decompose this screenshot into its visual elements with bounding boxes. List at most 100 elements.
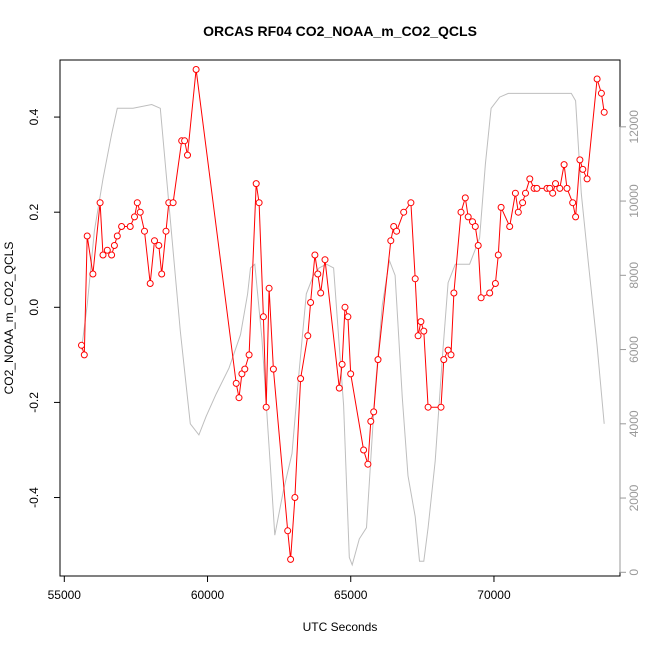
data-point — [556, 184, 564, 192]
y-axis: -0.4 -0.2 0.0 0.2 0.4 — [27, 108, 61, 508]
data-point — [450, 289, 458, 297]
data-point — [304, 332, 312, 340]
data-point — [113, 232, 121, 240]
data-point — [477, 294, 485, 302]
data-point — [417, 318, 425, 326]
x-tick-label: 55000 — [48, 588, 82, 602]
data-point — [284, 527, 292, 535]
data-point — [494, 251, 502, 259]
data-point — [506, 223, 514, 230]
data-point — [269, 365, 277, 373]
data-point — [563, 184, 571, 192]
data-point — [486, 289, 494, 297]
x-tick-label: 70000 — [477, 588, 511, 602]
data-point — [126, 223, 134, 230]
x-tick-label: 65000 — [334, 588, 368, 602]
data-point — [155, 242, 163, 249]
data-point — [78, 341, 85, 349]
data-point — [162, 227, 170, 235]
data-point — [291, 494, 299, 501]
x-axis: 55000 60000 65000 70000 — [48, 575, 511, 602]
data-point — [597, 89, 605, 97]
altitude-line — [81, 92, 605, 567]
data-point — [600, 108, 608, 116]
x-tick-label: 60000 — [191, 588, 225, 602]
data-point — [560, 161, 568, 169]
data-point — [89, 270, 97, 278]
data-point — [158, 270, 166, 278]
data-point — [583, 175, 591, 183]
data-point — [552, 180, 559, 188]
data-point — [321, 256, 329, 264]
data-point — [245, 351, 253, 359]
data-point — [146, 280, 154, 287]
data-point — [424, 403, 432, 411]
data-point — [497, 203, 505, 211]
data-point — [579, 165, 587, 173]
data-point — [335, 384, 343, 392]
y-tick-label: -0.4 — [27, 487, 41, 508]
data-point — [522, 189, 529, 197]
data-point — [141, 227, 148, 235]
data-point — [103, 246, 111, 254]
data-point — [511, 189, 519, 197]
data-point — [364, 460, 372, 468]
right-y-tick-label: 4000 — [627, 410, 641, 437]
data-point — [341, 303, 349, 311]
right-y-tick-label: 2000 — [627, 484, 641, 511]
data-point — [360, 446, 368, 454]
data-point — [265, 284, 273, 292]
y-tick-label: 0.2 — [27, 204, 41, 221]
data-point — [96, 199, 104, 207]
data-point — [387, 237, 395, 245]
right-y-tick-label: 8000 — [627, 262, 641, 289]
data-point — [370, 408, 378, 416]
data-point — [572, 213, 580, 221]
x-axis-label: UTC Seconds — [303, 620, 378, 634]
data-point — [108, 251, 116, 259]
data-point — [526, 175, 534, 183]
data-point — [317, 289, 325, 297]
right-y-axis: 0 2000 4000 6000 8000 10000 12000 — [619, 110, 641, 576]
y-tick-label: 0.0 — [27, 299, 41, 316]
data-point — [307, 299, 315, 306]
right-y-tick-label: 6000 — [627, 336, 641, 363]
data-point — [400, 208, 408, 216]
data-point — [131, 213, 138, 221]
y-tick-label: -0.2 — [27, 392, 41, 413]
data-point — [464, 213, 472, 221]
data-point — [491, 280, 499, 287]
data-point — [471, 223, 479, 230]
right-y-tick-label: 10000 — [627, 184, 641, 218]
data-point — [393, 227, 401, 235]
data-point — [437, 403, 445, 411]
y-axis-label: CO2_NOAA_m_CO2_QCLS — [2, 242, 16, 395]
plot-frame — [59, 59, 621, 577]
data-point — [338, 360, 346, 368]
data-point — [461, 194, 469, 202]
data-point — [297, 375, 305, 383]
data-point — [569, 199, 577, 207]
data-point — [99, 251, 107, 259]
data-point — [252, 180, 260, 188]
data-point — [314, 270, 322, 278]
data-point — [457, 208, 465, 216]
data-point — [344, 313, 352, 321]
data-point — [136, 208, 144, 216]
data-point — [232, 379, 240, 387]
data-point — [549, 189, 557, 197]
y-tick-label: 0.4 — [27, 108, 41, 125]
data-point — [83, 232, 91, 240]
data-point — [80, 351, 88, 359]
data-point — [169, 199, 177, 207]
data-point — [374, 356, 382, 364]
data-point — [519, 199, 527, 207]
data-point — [414, 332, 422, 340]
data-point — [151, 237, 158, 245]
chart-title: ORCAS RF04 CO2_NOAA_m_CO2_QCLS — [203, 23, 477, 39]
data-point — [287, 555, 295, 563]
data-point — [255, 199, 263, 207]
data-point — [407, 199, 415, 207]
data-point — [533, 184, 541, 192]
